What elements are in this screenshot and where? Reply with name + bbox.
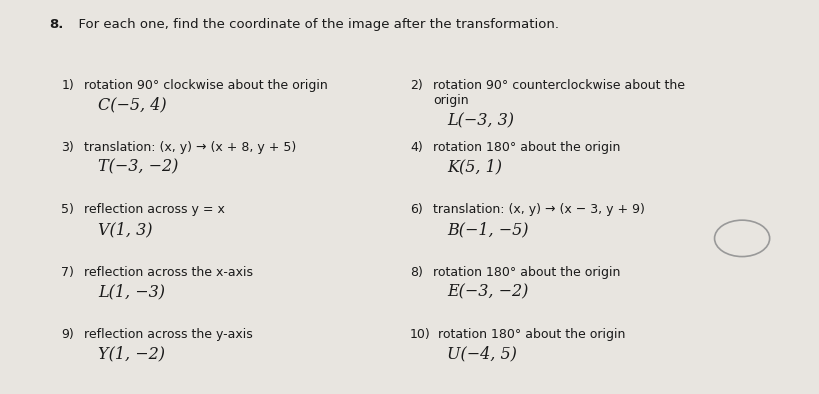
Text: 4): 4) bbox=[410, 141, 423, 154]
Text: 8.: 8. bbox=[49, 18, 64, 31]
Text: translation: (x, y) → (x + 8, y + 5): translation: (x, y) → (x + 8, y + 5) bbox=[84, 141, 296, 154]
Text: L(−3, 3): L(−3, 3) bbox=[446, 112, 514, 129]
Text: B(−1, −5): B(−1, −5) bbox=[446, 221, 527, 238]
Text: L(1, −3): L(1, −3) bbox=[98, 283, 165, 300]
Text: translation: (x, y) → (x − 3, y + 9): translation: (x, y) → (x − 3, y + 9) bbox=[432, 203, 644, 216]
Text: reflection across the y-axis: reflection across the y-axis bbox=[84, 328, 253, 341]
Text: 2): 2) bbox=[410, 79, 423, 92]
Text: U(−4, 5): U(−4, 5) bbox=[446, 346, 516, 362]
Text: K(5, 1): K(5, 1) bbox=[446, 159, 501, 176]
Text: 6): 6) bbox=[410, 203, 423, 216]
Text: reflection across y = x: reflection across y = x bbox=[84, 203, 225, 216]
Text: origin: origin bbox=[432, 94, 468, 107]
Text: rotation 90° counterclockwise about the: rotation 90° counterclockwise about the bbox=[432, 79, 684, 92]
Text: rotation 180° about the origin: rotation 180° about the origin bbox=[432, 266, 620, 279]
Text: 8): 8) bbox=[410, 266, 423, 279]
Text: C(−5, 4): C(−5, 4) bbox=[98, 97, 167, 113]
Text: rotation 180° about the origin: rotation 180° about the origin bbox=[437, 328, 625, 341]
Text: 9): 9) bbox=[61, 328, 75, 341]
Text: 5): 5) bbox=[61, 203, 75, 216]
Text: 10): 10) bbox=[410, 328, 430, 341]
Text: 3): 3) bbox=[61, 141, 75, 154]
Text: 7): 7) bbox=[61, 266, 75, 279]
Text: rotation 90° clockwise about the origin: rotation 90° clockwise about the origin bbox=[84, 79, 328, 92]
Text: reflection across the x-axis: reflection across the x-axis bbox=[84, 266, 253, 279]
Text: E(−3, −2): E(−3, −2) bbox=[446, 283, 527, 300]
Text: 1): 1) bbox=[61, 79, 75, 92]
Text: rotation 180° about the origin: rotation 180° about the origin bbox=[432, 141, 620, 154]
Text: For each one, find the coordinate of the image after the transformation.: For each one, find the coordinate of the… bbox=[70, 18, 558, 31]
Text: V(1, 3): V(1, 3) bbox=[98, 221, 152, 238]
Text: Y(1, −2): Y(1, −2) bbox=[98, 346, 165, 362]
Text: T(−3, −2): T(−3, −2) bbox=[98, 159, 179, 176]
